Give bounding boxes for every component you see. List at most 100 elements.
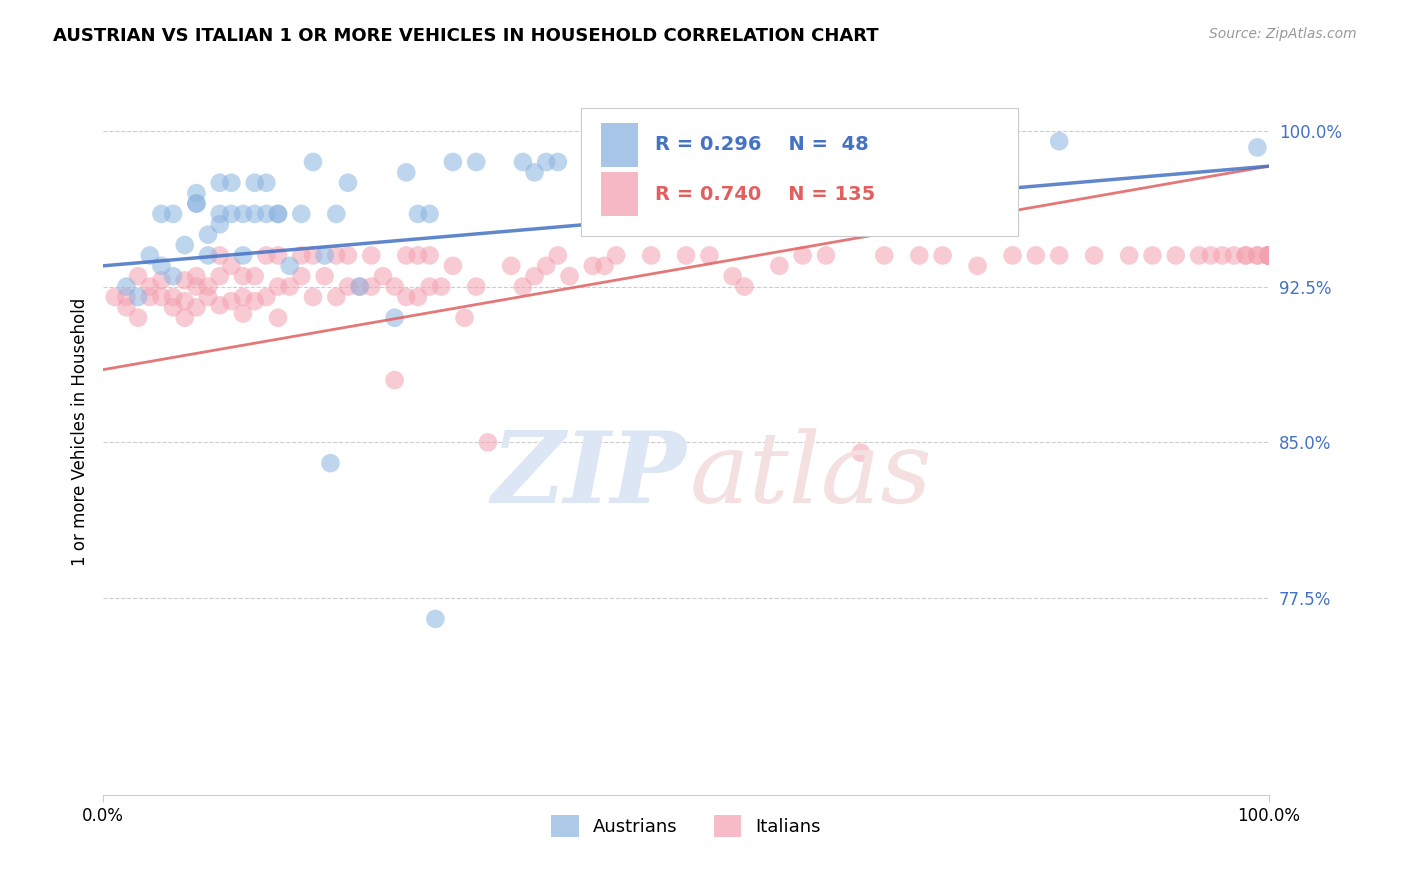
Point xyxy=(1258,248,1281,262)
Point xyxy=(254,207,277,221)
Point xyxy=(314,248,336,262)
Point xyxy=(1083,248,1105,262)
Point xyxy=(314,269,336,284)
Point xyxy=(384,310,406,325)
Point xyxy=(1258,248,1281,262)
Point xyxy=(1258,248,1281,262)
Point xyxy=(1199,248,1222,262)
Point xyxy=(278,279,301,293)
Point xyxy=(1142,248,1164,262)
Point xyxy=(1223,248,1246,262)
Point xyxy=(425,612,447,626)
Point xyxy=(1258,248,1281,262)
Point xyxy=(360,248,382,262)
Point xyxy=(139,290,162,304)
Point xyxy=(290,269,312,284)
Point xyxy=(908,248,931,262)
Point xyxy=(1258,248,1281,262)
Point xyxy=(127,310,149,325)
Point xyxy=(465,155,488,169)
Point xyxy=(325,248,347,262)
Point xyxy=(336,279,359,293)
Point xyxy=(254,290,277,304)
Point xyxy=(232,269,254,284)
Point xyxy=(1258,248,1281,262)
Point xyxy=(139,279,162,293)
Point xyxy=(523,269,546,284)
Point xyxy=(582,259,605,273)
Point xyxy=(139,248,162,262)
Point xyxy=(1246,140,1268,154)
Point xyxy=(1258,248,1281,262)
Point xyxy=(349,279,371,293)
Point xyxy=(547,155,569,169)
Point xyxy=(360,279,382,293)
Point xyxy=(384,373,406,387)
Point xyxy=(302,248,325,262)
Point xyxy=(208,217,231,231)
Point xyxy=(254,176,277,190)
Point xyxy=(173,294,195,309)
Point xyxy=(186,269,208,284)
Point xyxy=(1258,248,1281,262)
Text: AUSTRIAN VS ITALIAN 1 OR MORE VEHICLES IN HOUSEHOLD CORRELATION CHART: AUSTRIAN VS ITALIAN 1 OR MORE VEHICLES I… xyxy=(53,27,879,45)
Point xyxy=(605,248,627,262)
Point xyxy=(232,290,254,304)
Text: atlas: atlas xyxy=(689,428,932,524)
Text: ZIP: ZIP xyxy=(491,427,686,524)
Point xyxy=(267,248,290,262)
Point xyxy=(325,207,347,221)
Point xyxy=(675,248,697,262)
Point xyxy=(1258,248,1281,262)
Point xyxy=(127,269,149,284)
Point xyxy=(173,310,195,325)
Point xyxy=(278,259,301,273)
Point xyxy=(419,207,441,221)
Point xyxy=(1258,248,1281,262)
Point xyxy=(1258,248,1281,262)
FancyBboxPatch shape xyxy=(581,109,1018,235)
Point xyxy=(197,290,219,304)
Point xyxy=(115,279,138,293)
Point xyxy=(1258,248,1281,262)
Point xyxy=(267,279,290,293)
Point xyxy=(395,248,418,262)
Point xyxy=(430,279,453,293)
Point xyxy=(186,279,208,293)
Point xyxy=(232,248,254,262)
Point xyxy=(208,269,231,284)
Point xyxy=(221,207,243,221)
Point xyxy=(721,269,744,284)
Point xyxy=(150,290,173,304)
Point xyxy=(173,238,195,252)
Point xyxy=(1246,248,1268,262)
Point xyxy=(150,207,173,221)
Point xyxy=(966,155,988,169)
Point xyxy=(186,196,208,211)
Text: Source: ZipAtlas.com: Source: ZipAtlas.com xyxy=(1209,27,1357,41)
Point xyxy=(1258,248,1281,262)
Point xyxy=(1234,248,1257,262)
Point xyxy=(558,269,581,284)
Point xyxy=(593,259,616,273)
Point xyxy=(419,248,441,262)
Point xyxy=(1258,248,1281,262)
Point xyxy=(1258,248,1281,262)
Text: R = 0.296    N =  48: R = 0.296 N = 48 xyxy=(655,136,869,154)
Point xyxy=(1258,248,1281,262)
Point xyxy=(197,227,219,242)
Point xyxy=(512,155,534,169)
Point xyxy=(186,301,208,315)
Point xyxy=(814,248,837,262)
Point xyxy=(395,165,418,179)
Point xyxy=(1258,248,1281,262)
Point xyxy=(302,290,325,304)
Point xyxy=(150,273,173,287)
Point xyxy=(208,248,231,262)
Point xyxy=(162,269,184,284)
Point xyxy=(243,207,266,221)
Point xyxy=(1258,248,1281,262)
Point xyxy=(267,207,290,221)
Point xyxy=(1258,248,1281,262)
Point xyxy=(534,155,557,169)
